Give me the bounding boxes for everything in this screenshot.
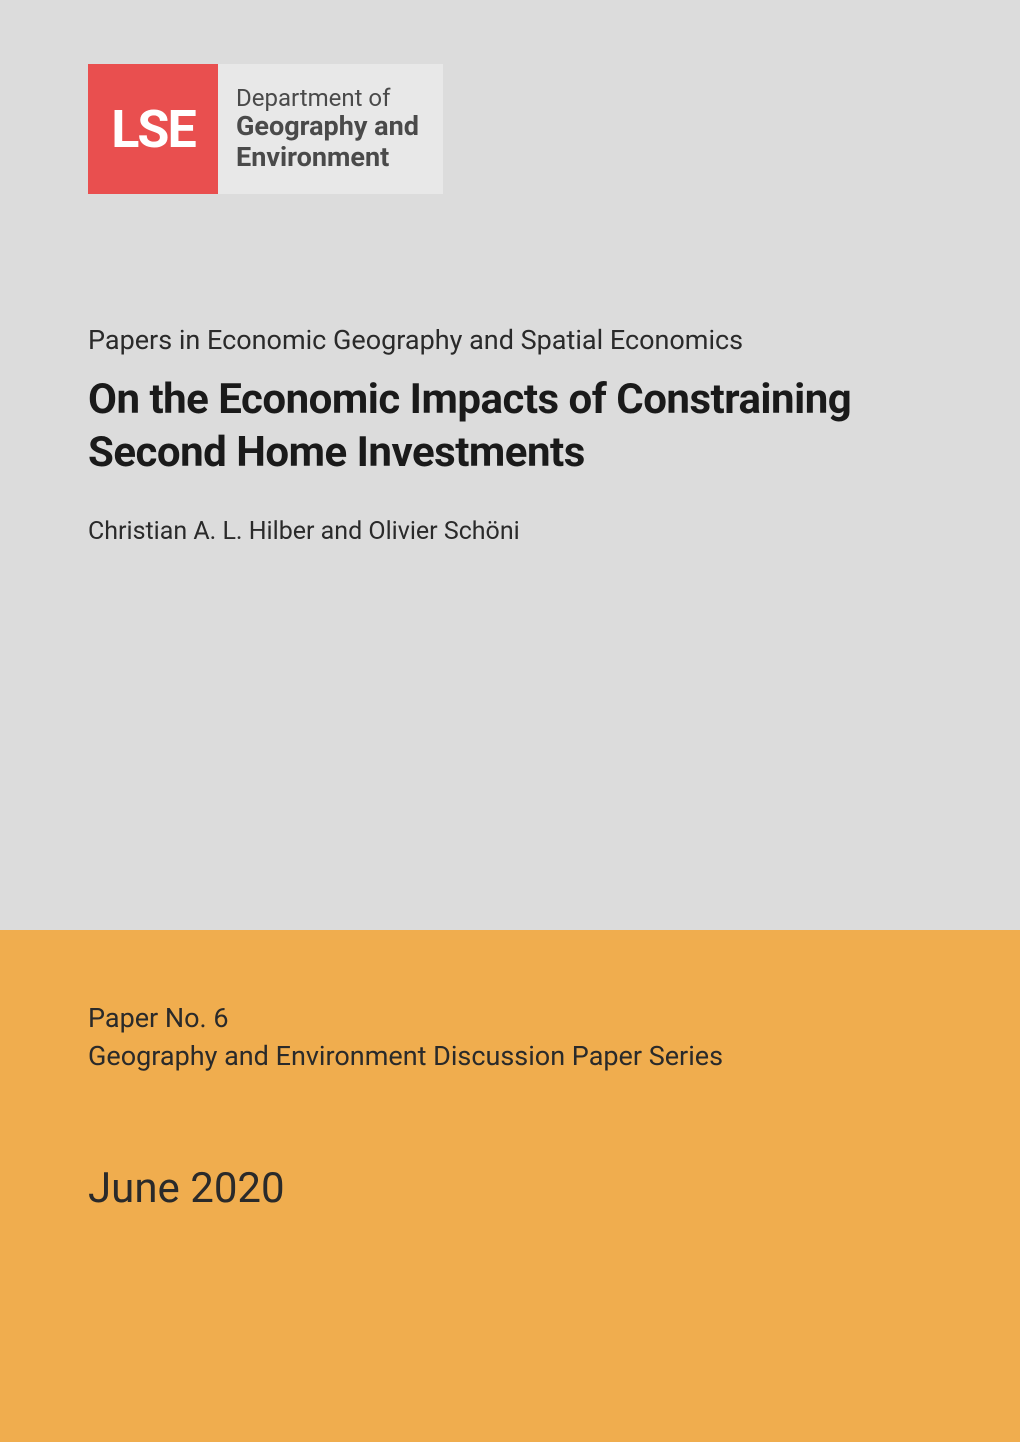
lower-section: Paper No. 6 Geography and Environment Di… <box>0 930 1020 1442</box>
paper-authors: Christian A. L. Hilber and Olivier Schön… <box>88 517 932 546</box>
logo-dept-line1: Geography and <box>236 111 419 142</box>
logo-dept-prefix: Department of <box>236 85 419 111</box>
logo-abbreviation: LSE <box>111 99 194 160</box>
lse-logo-square: LSE <box>88 64 218 194</box>
paper-series-name: Geography and Environment Discussion Pap… <box>88 1038 932 1076</box>
paper-number: Paper No. 6 <box>88 1000 932 1038</box>
paper-date: June 2020 <box>88 1164 932 1213</box>
logo-department-text: Department of Geography and Environment <box>218 85 443 173</box>
upper-section: LSE Department of Geography and Environm… <box>0 0 1020 930</box>
document-cover-page: LSE Department of Geography and Environm… <box>0 0 1020 1442</box>
logo-dept-line2: Environment <box>236 142 419 173</box>
series-label: Papers in Economic Geography and Spatial… <box>88 324 932 356</box>
paper-title: On the Economic Impacts of Constraining … <box>88 374 932 479</box>
institution-logo-block: LSE Department of Geography and Environm… <box>88 64 443 194</box>
